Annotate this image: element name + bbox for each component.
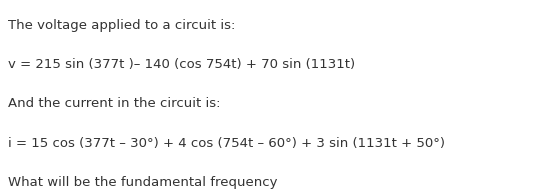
Text: v = 215 sin (377t )– 140 (cos 754t) + 70 sin (1131t): v = 215 sin (377t )– 140 (cos 754t) + 70…	[8, 58, 355, 71]
Text: And the current in the circuit is:: And the current in the circuit is:	[8, 97, 221, 110]
Text: The voltage applied to a circuit is:: The voltage applied to a circuit is:	[8, 19, 236, 32]
Text: i = 15 cos (377t – 30°) + 4 cos (754t – 60°) + 3 sin (1131t + 50°): i = 15 cos (377t – 30°) + 4 cos (754t – …	[8, 137, 445, 150]
Text: What will be the fundamental frequency: What will be the fundamental frequency	[8, 176, 278, 189]
